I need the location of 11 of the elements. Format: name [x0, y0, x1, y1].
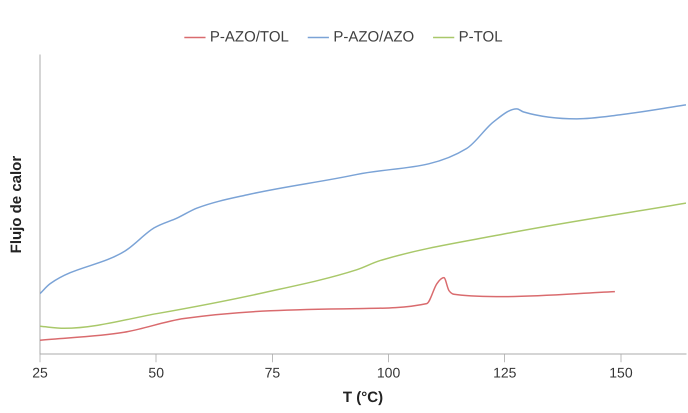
x-tick-label: 150: [609, 364, 633, 380]
legend-label: P-AZO/TOL: [210, 28, 289, 46]
x-tick-label: 50: [148, 364, 164, 380]
x-tick-label: 100: [376, 364, 400, 380]
x-tick-label: 125: [493, 364, 517, 380]
legend-label: P-TOL: [458, 28, 503, 46]
x-axis-title: T (°C): [342, 389, 384, 406]
x-tick-label: 25: [32, 364, 48, 380]
y-axis-title: Flujo de calor: [8, 156, 26, 254]
x-tick-label: 75: [264, 364, 280, 380]
legend-label: P-AZO/AZO: [333, 28, 414, 46]
